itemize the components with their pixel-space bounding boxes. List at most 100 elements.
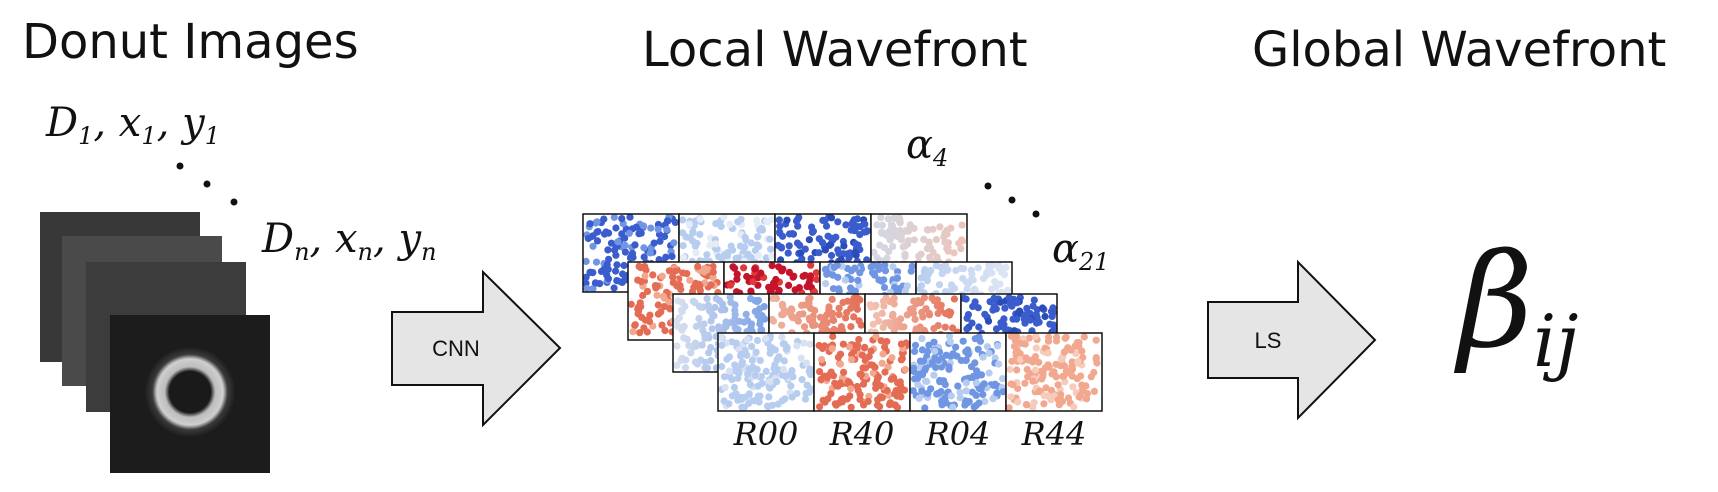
wavefront-dot xyxy=(679,216,687,224)
wavefront-dot xyxy=(877,337,885,345)
wavefront-dot xyxy=(930,297,938,305)
wavefront-dot xyxy=(733,275,741,283)
wavefront-dot xyxy=(974,264,982,272)
wavefront-dot xyxy=(1044,337,1053,345)
wavefront-dot xyxy=(692,249,700,257)
wavefront-dot xyxy=(890,374,898,382)
wavefront-dot xyxy=(821,342,829,350)
wavefront-dot xyxy=(771,361,779,369)
wavefront-dot xyxy=(924,348,932,356)
wavefront-dot xyxy=(778,321,786,329)
wavefront-dot xyxy=(1040,400,1048,408)
wavefront-dot xyxy=(734,374,742,382)
wavefront-dot xyxy=(887,322,895,330)
wavefront-dot xyxy=(897,236,906,244)
wavefront-dot xyxy=(873,221,881,229)
wavefront-dot xyxy=(893,322,901,331)
wavefront-dot xyxy=(605,229,613,237)
wavefront-dot xyxy=(881,267,890,275)
wavefront-dot xyxy=(1026,316,1034,324)
wavefront-dot xyxy=(983,343,992,351)
wavefront-dot xyxy=(856,223,864,231)
wavefront-dot xyxy=(727,242,735,250)
wavefront-dot xyxy=(999,375,1007,383)
wavefront-dot xyxy=(1004,286,1012,294)
wavefront-dot xyxy=(1092,336,1100,344)
wavefront-dot xyxy=(957,356,965,365)
wavefront-dot xyxy=(946,338,954,346)
wavefront-dot xyxy=(773,378,781,386)
wavefront-dot xyxy=(758,226,767,234)
wavefront-dot xyxy=(686,276,694,284)
wavefront-dot xyxy=(712,240,720,248)
wavefront-dot xyxy=(751,371,760,379)
wavefront-dot xyxy=(749,278,757,286)
wavefront-dot xyxy=(661,232,669,241)
wavefront-dot xyxy=(889,242,897,251)
wavefront-dot xyxy=(1031,366,1040,374)
wavefront-dot xyxy=(801,245,809,253)
wavefront-dot xyxy=(938,270,946,278)
wavefront-dot xyxy=(612,267,620,275)
wavefront-dot xyxy=(829,271,837,279)
wavefront-dot xyxy=(945,363,953,371)
wavefront-dot xyxy=(640,253,648,261)
wavefront-dot xyxy=(876,393,885,401)
wavefront-dot xyxy=(770,279,778,287)
wavefront-dot xyxy=(705,349,713,357)
wavefront-dot xyxy=(637,278,645,286)
wavefront-dot xyxy=(1008,357,1016,365)
wavefront-dot xyxy=(1014,384,1022,393)
wavefront-dot xyxy=(918,387,926,395)
wavefront-dot xyxy=(920,294,929,302)
wavefront-dot xyxy=(738,358,747,366)
wavefront-dot xyxy=(919,313,927,321)
wavefront-dot xyxy=(1075,339,1083,347)
wavefront-dot xyxy=(620,261,628,270)
wavefront-dot xyxy=(805,236,814,244)
wavefront-dot xyxy=(880,283,889,292)
wavefront-dot xyxy=(721,383,729,392)
wavefront-dot xyxy=(867,263,875,271)
wavefront-dot xyxy=(956,394,964,402)
wavefront-dot xyxy=(877,214,885,222)
wavefront-dot xyxy=(665,267,674,275)
wavefront-dot xyxy=(737,352,745,360)
wavefront-dot xyxy=(659,292,668,300)
wavefront-dot xyxy=(959,337,967,345)
wavefront-dot xyxy=(818,356,826,364)
wavefront-dot xyxy=(647,224,655,232)
wavefront-dot xyxy=(990,295,999,303)
wavefront-dot xyxy=(1049,304,1057,312)
wavefront-dot xyxy=(932,262,941,270)
wavefront-dot xyxy=(1002,263,1010,271)
wavefront-dot xyxy=(707,281,715,289)
wavefront-column-label-r00: R00 xyxy=(733,415,799,453)
wavefront-dot xyxy=(819,319,828,327)
wavefront-dot xyxy=(835,249,843,257)
donut-label-first-d: D xyxy=(45,100,78,146)
wavefront-dot xyxy=(806,340,814,348)
wavefront-dot xyxy=(670,239,678,247)
wavefront-dot xyxy=(791,286,799,294)
wavefront-dot xyxy=(787,382,795,390)
wavefront-dot xyxy=(904,227,913,235)
wavefront-dot xyxy=(663,225,671,234)
wavefront-dot xyxy=(785,230,794,238)
wavefront-dot xyxy=(747,366,755,374)
global-wavefront-title: Global Wavefront xyxy=(1252,22,1666,78)
wavefront-dot xyxy=(671,267,679,275)
wavefront-dot xyxy=(845,254,853,262)
wavefront-dot xyxy=(730,383,739,392)
wavefront-dot xyxy=(1048,312,1056,321)
wavefront-dot xyxy=(968,388,977,396)
wavefront-dot xyxy=(666,304,674,313)
wavefront-dot xyxy=(775,263,783,271)
wavefront-dot xyxy=(1021,379,1029,387)
beta-ij-label: βij xyxy=(1453,225,1579,383)
wavefront-dot xyxy=(614,238,622,246)
alpha-last-symbol: α xyxy=(1052,226,1079,272)
wavefront-dot xyxy=(941,229,949,237)
wavefront-dot xyxy=(852,293,860,301)
wavefront-dot xyxy=(679,269,687,277)
